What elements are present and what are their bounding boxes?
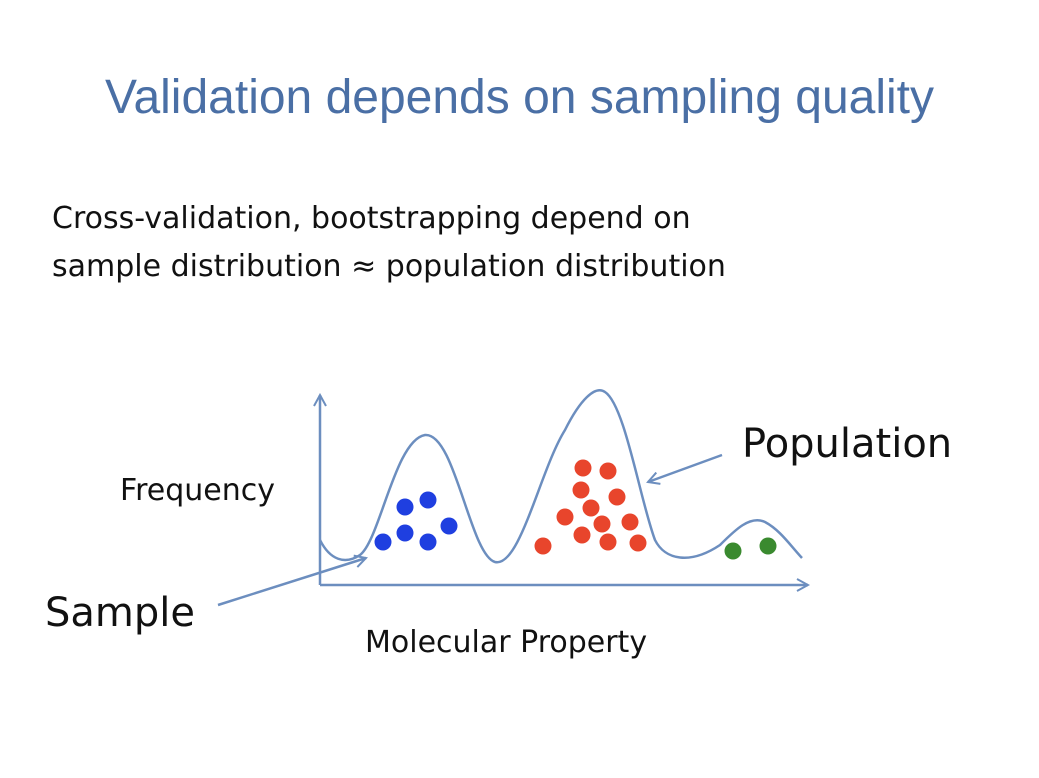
y-axis-label: Frequency [120,473,275,508]
body-line-2: sample distribution ≈ population distrib… [52,249,726,284]
point [608,488,626,506]
sample-arrow [217,558,366,607]
sample-cluster-1 [374,491,458,551]
point [593,515,611,533]
point [534,537,552,555]
population-curve [318,389,803,564]
point [440,517,458,535]
point [573,526,591,544]
population-label: Population [742,421,952,467]
sample-label: Sample [45,590,195,636]
point [599,462,617,480]
body-text: Cross-validation, bootstrapping depend o… [52,195,952,291]
point [599,533,617,551]
point [759,537,777,555]
point [572,481,590,499]
sample-cluster-3 [724,537,777,560]
point [621,513,639,531]
sample-cluster-2 [534,459,647,555]
point [582,499,600,517]
point [556,508,574,526]
point [629,534,647,552]
point [419,533,437,551]
x-axis-label: Molecular Property [365,625,647,660]
point [419,491,437,509]
point [374,533,392,551]
body-line-1: Cross-validation, bootstrapping depend o… [52,201,691,236]
point [396,498,414,516]
slide-title: Validation depends on sampling quality [104,71,934,124]
population-arrow [648,453,723,482]
point [574,459,592,477]
point [396,524,414,542]
point [724,542,742,560]
